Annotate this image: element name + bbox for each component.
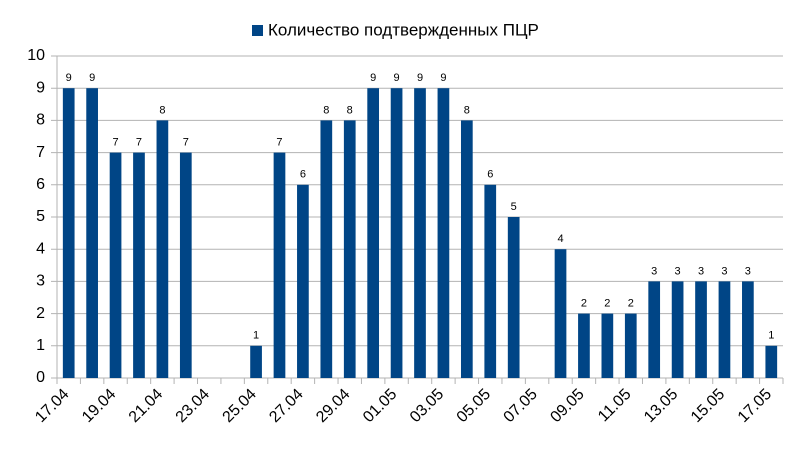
x-tick-label: 03.05 [407, 386, 447, 426]
bar [765, 345, 778, 378]
x-tick-label: 01.05 [360, 386, 400, 426]
bar [601, 313, 614, 378]
x-tick-label: 15.05 [688, 386, 728, 426]
x-tick-label: 17.04 [32, 386, 72, 426]
bar [86, 88, 98, 378]
bar [414, 88, 426, 378]
x-tick-label: 09.05 [547, 386, 587, 426]
bar [578, 313, 590, 378]
bar [742, 281, 754, 378]
x-tick-label: 27.04 [266, 386, 306, 426]
data-label: 9 [394, 72, 400, 84]
data-label: 4 [557, 233, 563, 245]
x-tick-label: 25.04 [220, 386, 260, 426]
data-label: 7 [276, 137, 282, 149]
bar [624, 313, 637, 378]
data-label: 1 [253, 330, 259, 342]
data-label: 7 [136, 137, 142, 149]
data-label: 7 [112, 137, 118, 149]
data-label: 3 [721, 265, 727, 277]
data-label: 3 [651, 265, 657, 277]
x-tick-label: 23.04 [173, 386, 213, 426]
x-tick-label: 19.04 [79, 386, 119, 426]
y-tick-label: 2 [36, 305, 45, 322]
y-tick-label: 5 [36, 208, 45, 225]
bar [343, 120, 356, 379]
data-label: 9 [370, 72, 376, 84]
y-tick-label: 7 [36, 144, 45, 161]
y-tick-label: 8 [36, 112, 45, 129]
x-tick-label: 13.05 [641, 386, 681, 426]
y-tick-label: 0 [36, 369, 45, 386]
x-tick-label: 21.04 [126, 386, 166, 426]
data-label: 3 [745, 265, 751, 277]
data-label: 8 [347, 104, 353, 116]
data-label: 8 [323, 104, 329, 116]
data-label: 6 [487, 169, 493, 181]
data-label: 6 [300, 169, 306, 181]
bar [718, 281, 731, 378]
data-label: 9 [89, 72, 95, 84]
y-tick-label: 6 [36, 176, 45, 193]
legend-label: Количество подтвержденных ПЦР [268, 20, 539, 39]
bar [390, 88, 403, 378]
data-label: 8 [464, 104, 470, 116]
bar [671, 281, 684, 378]
bar [648, 281, 661, 378]
bar [179, 152, 192, 378]
bar [484, 184, 497, 378]
bar [133, 152, 145, 378]
bar [437, 88, 450, 378]
bar [297, 184, 309, 378]
bar [109, 152, 122, 378]
data-label: 1 [768, 330, 774, 342]
y-tick-label: 1 [36, 337, 45, 354]
bar [554, 249, 567, 378]
data-label: 5 [511, 201, 517, 213]
y-tick-label: 9 [36, 79, 45, 96]
data-label: 3 [675, 265, 681, 277]
bar [273, 152, 286, 378]
data-label: 2 [581, 298, 587, 310]
x-tick-label: 11.05 [595, 386, 635, 426]
data-label: 9 [417, 72, 423, 84]
bar [62, 88, 75, 378]
bar [320, 120, 333, 379]
data-label: 2 [604, 298, 610, 310]
x-tick-label: 07.05 [501, 386, 541, 426]
bar [460, 120, 473, 379]
x-tick-label: 05.05 [454, 386, 494, 426]
x-tick-label: 17.05 [735, 386, 775, 426]
data-label: 7 [183, 137, 189, 149]
bar [695, 281, 707, 378]
data-label: 8 [159, 104, 165, 116]
bar [156, 120, 169, 379]
y-tick-label: 3 [36, 273, 45, 290]
data-label: 9 [440, 72, 446, 84]
bar [507, 217, 520, 378]
data-label: 9 [66, 72, 72, 84]
legend-swatch [252, 25, 263, 36]
data-label: 2 [628, 298, 634, 310]
data-label: 3 [698, 265, 704, 277]
bar [367, 88, 380, 378]
y-tick-label: 10 [27, 47, 45, 64]
x-tick-label: 29.04 [313, 386, 353, 426]
bar [250, 345, 262, 378]
y-tick-label: 4 [36, 240, 45, 257]
